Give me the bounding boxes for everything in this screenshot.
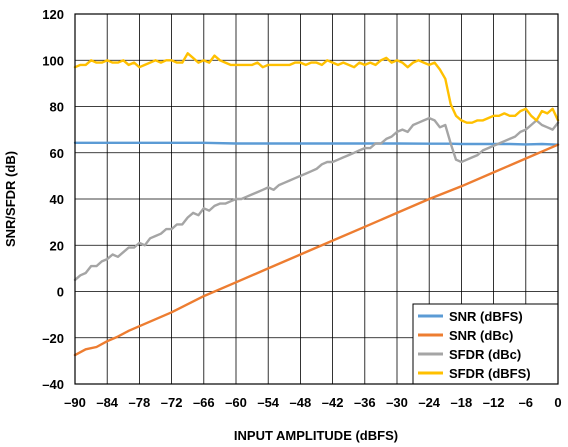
y-tick-label: 40 xyxy=(50,192,64,207)
x-tick-label: –78 xyxy=(129,395,151,410)
y-tick-label: 20 xyxy=(50,238,64,253)
x-tick-label: –48 xyxy=(290,395,312,410)
x-tick-label: –84 xyxy=(96,395,118,410)
legend: SNR (dBFS) SNR (dBc) SFDR (dBc) SFDR (dBFS) xyxy=(418,309,531,381)
x-tick-label: –60 xyxy=(225,395,247,410)
series-line-3 xyxy=(73,116,560,282)
x-tick-label: –42 xyxy=(322,395,344,410)
series-line-4 xyxy=(73,52,560,124)
legend-label: SFDR (dBc) xyxy=(449,347,521,362)
series-line-1 xyxy=(73,141,560,146)
y-axis-title: SNR/SFDR (dB) xyxy=(3,151,18,247)
x-tick-label: –72 xyxy=(161,395,183,410)
x-tick-label: –6 xyxy=(519,395,533,410)
legend-label: SNR (dBc) xyxy=(449,328,513,343)
plot-border xyxy=(74,13,559,385)
series-line-2 xyxy=(73,143,560,357)
y-tick-labels: –40 –20 0 20 40 60 80 100 120 xyxy=(42,7,64,392)
x-tick-label: 0 xyxy=(554,395,561,410)
y-tick-label: 120 xyxy=(42,7,64,22)
x-tick-label: –24 xyxy=(418,395,440,410)
legend-label: SNR (dBFS) xyxy=(449,309,523,324)
x-tick-label: –18 xyxy=(451,395,473,410)
series-lines xyxy=(73,52,560,357)
x-tick-label: –54 xyxy=(257,395,279,410)
x-axis-title: INPUT AMPLITUDE (dBFS) xyxy=(234,428,398,443)
x-tick-label: –30 xyxy=(386,395,408,410)
y-tick-label: 0 xyxy=(57,285,64,300)
y-tick-label: 100 xyxy=(42,53,64,68)
y-tick-label: –20 xyxy=(42,331,64,346)
x-tick-labels: –90 –84 –78 –72 –66 –60 –54 –48 –42 –36 –30 –24 –18–… xyxy=(64,395,561,410)
x-tick-label: –36 xyxy=(354,395,376,410)
y-tick-label: 60 xyxy=(50,146,64,161)
x-tick-label: –12 xyxy=(483,395,505,410)
y-tick-label: –40 xyxy=(42,377,64,392)
y-tick-label: 80 xyxy=(50,100,64,115)
x-tick-label: –66 xyxy=(193,395,215,410)
legend-label: SFDR (dBFS) xyxy=(449,366,531,381)
x-tick-label: –90 xyxy=(64,395,86,410)
